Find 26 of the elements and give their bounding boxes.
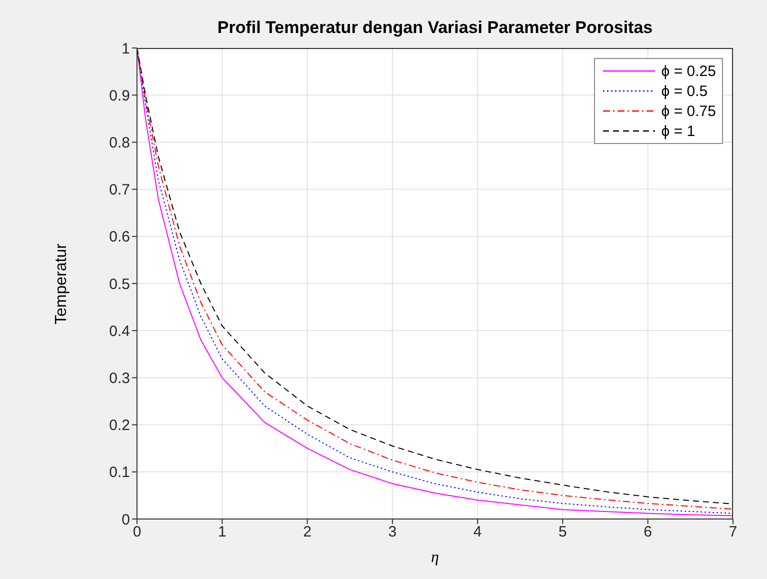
y-tick-label: 0.5	[109, 276, 130, 293]
y-axis-title: Temperatur	[53, 243, 71, 324]
x-tick-label: 4	[473, 524, 482, 541]
y-tick-label: 0	[122, 511, 130, 528]
legend-label: ϕ = 0.75	[661, 102, 716, 120]
y-tick-label: 0.3	[109, 370, 130, 388]
x-tick-label: 6	[644, 524, 652, 541]
x-tick-label: 2	[303, 524, 312, 541]
y-tick-label: 0.6	[109, 228, 130, 246]
y-tick-label: 0.1	[109, 464, 130, 482]
legend-label: ϕ = 0.5	[661, 82, 708, 100]
x-tick-label: 1	[218, 524, 226, 541]
x-axis-title: η	[430, 549, 440, 567]
x-tick-label: 3	[388, 524, 397, 541]
y-tick-label: 0.4	[109, 322, 130, 340]
x-tick-label: 0	[132, 524, 142, 541]
y-tick-label: 1	[122, 40, 130, 58]
legend-label: ϕ = 1	[661, 122, 696, 140]
legend-label: ϕ = 0.25	[661, 62, 716, 80]
y-tick-label: 0.2	[109, 417, 130, 434]
x-tick-label: 7	[728, 524, 738, 541]
x-tick-label: 5	[558, 524, 567, 541]
y-tick-label: 0.8	[109, 134, 130, 152]
y-tick-label: 0.9	[109, 87, 130, 104]
y-tick-label: 0.7	[109, 182, 130, 199]
chart-title: Profil Temperatur dengan Variasi Parameter Porositas	[216, 18, 654, 38]
